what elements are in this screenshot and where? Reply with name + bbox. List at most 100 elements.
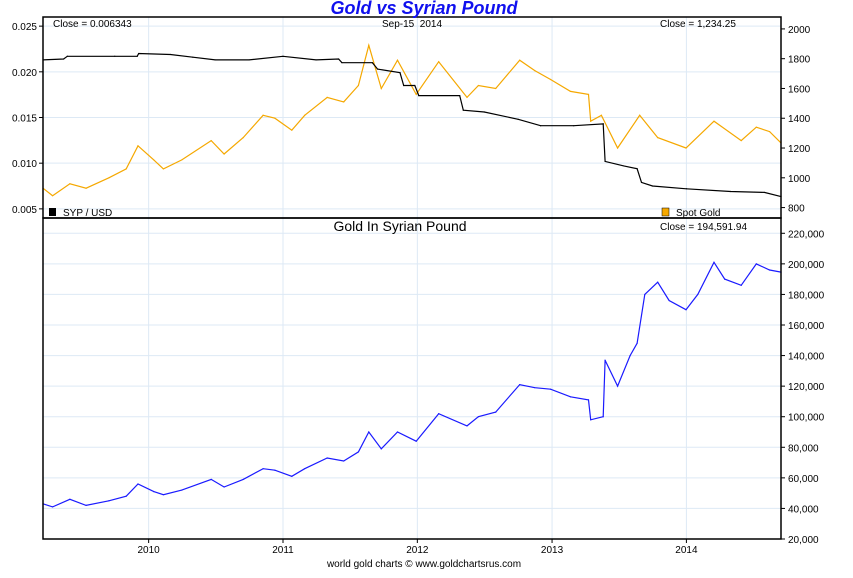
right-y-tick-label: 200,000 [788, 260, 825, 271]
x-tick-label: 2014 [675, 545, 698, 556]
gold-in-syp-line-point [396, 431, 399, 433]
gold-in-syp-line-point [69, 498, 71, 500]
left-y-tick-label: 0.005 [12, 205, 37, 216]
spot-gold-line-point [274, 117, 276, 119]
syp-usd-line-point [248, 59, 250, 61]
syp-usd-line-point [66, 55, 68, 57]
date-label: Sep-15 2014 [382, 19, 442, 30]
syp-usd-line-point [337, 58, 340, 60]
syp-usd-line-point [136, 55, 138, 57]
right-y-tick-label: 20,000 [788, 535, 819, 546]
axis-ticks: 2010 2011 2012 2013 2014 0.005 0.010 0.015 0.020… [12, 22, 825, 556]
syp-usd-line-point [214, 59, 216, 61]
spot-gold-line-point [108, 177, 110, 179]
right-y-tick-label: 140,000 [788, 352, 825, 363]
syp-usd-line-point [138, 52, 140, 55]
spot-gold-line-point [85, 187, 87, 189]
gold-in-syp-line-point [125, 495, 127, 497]
gold-in-syp-line-point [685, 309, 687, 311]
spot-gold-line-point [262, 114, 264, 116]
syp-usd-line-point [540, 125, 542, 127]
syp-usd-line-point [459, 94, 461, 97]
syp-usd-line-point [403, 84, 405, 87]
gold-in-syp-line-point [657, 281, 659, 283]
syp-usd-line-point [169, 53, 171, 56]
spot-gold-line-point [495, 87, 497, 90]
series-lines [42, 43, 782, 508]
syp-usd-line-point [418, 94, 420, 97]
gold-in-syp-line-point [636, 342, 638, 344]
gold-in-syp-line-point [304, 468, 306, 470]
right-close-label: Close = 1,234.25 [660, 19, 736, 30]
gold-in-syp-line-point [137, 483, 139, 485]
spot-gold-line-point [343, 101, 345, 103]
right-y-tick-label: 1200 [788, 144, 811, 155]
spot-gold-line-point [713, 120, 715, 122]
syp-usd-line-point [640, 181, 643, 183]
spot-gold-line-point [291, 129, 293, 131]
spot-gold-line-point [438, 61, 440, 63]
gold-in-syp-line-point [153, 491, 155, 493]
spot-gold-line [42, 43, 782, 197]
gold-in-syp-line-point [291, 475, 293, 477]
syp-usd-line-point [371, 62, 374, 64]
gold-in-syp-line-point [602, 416, 604, 418]
spot-gold-line-point [181, 159, 183, 161]
right-y-tick-label: 100,000 [788, 413, 825, 424]
gold-in-syp-line-point [162, 494, 164, 496]
gold-in-syp-line-point [477, 416, 480, 418]
right-y-tick-label: 160,000 [788, 321, 825, 332]
syp-usd-line-point [315, 59, 317, 61]
legend-swatch-syp [49, 208, 56, 216]
gold-in-syp-line-point [519, 384, 521, 386]
gold-in-syp-line-point [616, 385, 619, 387]
gold-in-syp-line-point [415, 440, 417, 442]
gold-in-syp-line-point [181, 489, 183, 491]
spot-gold-line-point [616, 147, 619, 149]
gold-in-syp-line-point [629, 354, 631, 357]
syp-usd-line-point [602, 123, 604, 125]
spot-gold-line-point [587, 93, 590, 96]
spot-gold-line-point [368, 44, 370, 46]
right-y-tick-label: 2000 [788, 25, 811, 36]
left-y-tick-label: 0.020 [12, 68, 37, 79]
spot-gold-line-point [600, 114, 602, 116]
gold-in-syp-line-point [604, 359, 606, 361]
gold-in-syp-line-point [587, 399, 590, 401]
spot-gold-line-point [125, 168, 127, 170]
gold-in-syp-line-point [438, 413, 440, 415]
spot-gold-line-point [768, 131, 771, 133]
footer-credit: world gold charts © www.goldchartsrus.co… [326, 559, 521, 570]
left-close-label: Close = 0.006343 [53, 19, 132, 30]
spot-gold-line-point [153, 159, 155, 161]
spot-gold-line-point [415, 93, 417, 96]
syp-usd-line-point [651, 185, 654, 187]
syp-usd-line-point [573, 125, 575, 127]
gold-in-syp-line-point [343, 460, 345, 462]
syp-usd-line-point [685, 188, 688, 190]
spot-gold-line-point [466, 96, 468, 98]
right-y-tick-label: 80,000 [788, 443, 819, 454]
syp-usd-line-point [604, 160, 606, 162]
gold-in-syp-line-point [569, 396, 572, 398]
syp-usd-line-point [399, 72, 401, 74]
gold-in-syp-line-point [380, 448, 382, 450]
syp-usd-line-point [376, 68, 379, 70]
chart-title: Gold vs Syrian Pound [330, 0, 518, 18]
right-y-tick-label: 180,000 [788, 290, 825, 301]
right-y-tick-label: 40,000 [788, 504, 819, 515]
spot-gold-line-point [51, 195, 54, 197]
syp-usd-line-point [462, 109, 464, 111]
gold-in-syp-line-point [668, 299, 670, 302]
left-y-tick-label: 0.025 [12, 22, 37, 33]
gold-in-syp-line-point [740, 284, 742, 286]
gold-in-syp-line-point [210, 478, 212, 480]
gold-in-syp-line-point [274, 469, 276, 471]
left-y-tick-label: 0.015 [12, 114, 37, 125]
spot-gold-line-point [162, 168, 164, 170]
legend-label-gold: Spot Gold [676, 208, 720, 219]
gold-in-syp-line-point [357, 451, 360, 453]
gold-in-syp-line-point [724, 278, 726, 280]
gold-in-syp-line-point [85, 504, 87, 506]
